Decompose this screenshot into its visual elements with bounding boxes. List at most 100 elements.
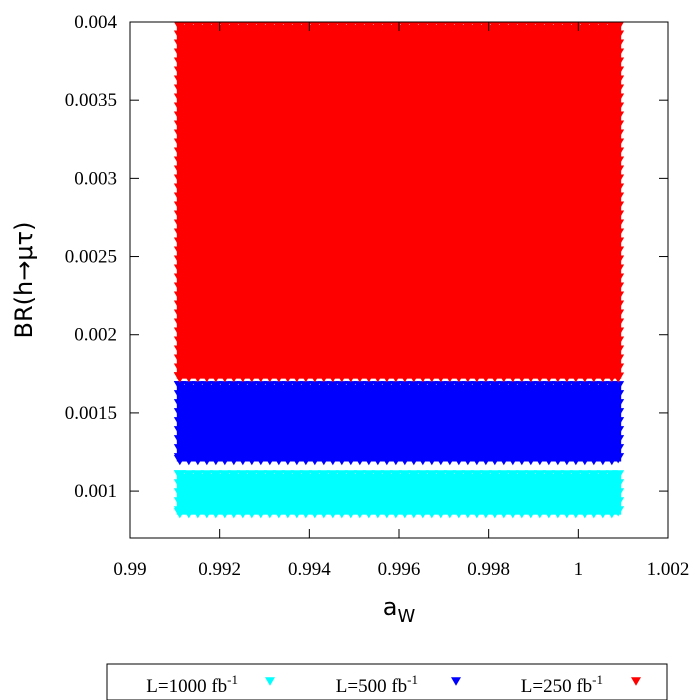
- data-point: [470, 455, 483, 466]
- data-point: [263, 455, 276, 466]
- data-point: [435, 22, 447, 32]
- data-point: [299, 372, 312, 383]
- data-point: [525, 22, 537, 32]
- data-point: [506, 508, 519, 519]
- data-point: [612, 453, 625, 464]
- data-point: [479, 470, 492, 481]
- data-point: [218, 381, 231, 392]
- data-point: [272, 455, 285, 466]
- data-point: [612, 66, 625, 77]
- data-point: [399, 22, 411, 32]
- data-point: [227, 455, 240, 466]
- data-point: [327, 22, 339, 32]
- data-point: [353, 381, 366, 392]
- data-point: [569, 381, 582, 392]
- legend-label: L=1000 fb-1: [146, 672, 238, 697]
- data-point: [497, 508, 510, 519]
- data-point: [612, 336, 625, 347]
- data-point: [389, 455, 402, 466]
- data-point: [380, 455, 393, 466]
- data-point: [612, 165, 625, 176]
- data-point: [273, 22, 285, 32]
- data-point: [173, 470, 186, 481]
- data-point: [173, 488, 186, 499]
- data-point: [597, 22, 609, 32]
- data-point: [182, 372, 195, 383]
- data-point: [173, 228, 186, 239]
- data-point: [245, 372, 258, 383]
- data-point: [612, 497, 625, 508]
- data-point: [443, 508, 456, 519]
- data-point: [534, 22, 546, 32]
- data-point: [200, 381, 213, 392]
- data-point: [372, 22, 384, 32]
- data-point: [452, 508, 465, 519]
- data-point: [200, 470, 213, 481]
- data-point: [612, 111, 625, 122]
- data-point: [326, 508, 339, 519]
- data-point: [299, 508, 312, 519]
- data-point: [560, 455, 573, 466]
- data-point: [308, 381, 321, 392]
- data-point: [218, 508, 231, 519]
- data-point: [344, 470, 357, 481]
- data-point: [272, 372, 285, 383]
- series-band-1: [176, 384, 622, 462]
- data-point: [299, 470, 312, 481]
- data-point: [308, 508, 321, 519]
- data-point: [398, 372, 411, 383]
- data-point: [173, 453, 186, 464]
- data-point: [612, 417, 625, 428]
- data-point: [612, 30, 625, 41]
- data-point: [218, 372, 231, 383]
- data-point: [344, 508, 357, 519]
- data-point: [542, 508, 555, 519]
- data-point: [381, 22, 393, 32]
- data-point: [470, 508, 483, 519]
- data-point: [371, 455, 384, 466]
- data-point: [200, 455, 213, 466]
- data-point: [236, 381, 249, 392]
- data-point: [326, 372, 339, 383]
- x-axis-title: aW: [383, 593, 416, 627]
- data-point: [596, 470, 609, 481]
- data-point: [551, 508, 564, 519]
- data-point: [173, 93, 186, 104]
- data-point: [453, 22, 465, 32]
- data-point: [488, 470, 501, 481]
- data-point: [416, 372, 429, 383]
- data-point: [612, 282, 625, 293]
- data-point: [612, 363, 625, 374]
- data-point: [282, 22, 294, 32]
- data-point: [612, 470, 625, 481]
- data-point: [612, 75, 625, 86]
- data-point: [479, 372, 492, 383]
- data-point: [191, 381, 204, 392]
- data-point: [182, 455, 195, 466]
- x-tick-label: 0.998: [467, 559, 510, 580]
- data-point: [461, 372, 474, 383]
- data-point: [578, 508, 591, 519]
- data-point: [182, 470, 195, 481]
- data-point: [434, 470, 447, 481]
- data-point: [173, 39, 186, 50]
- data-point: [542, 470, 555, 481]
- data-point: [612, 84, 625, 95]
- data-point: [524, 372, 537, 383]
- data-point: [173, 435, 186, 446]
- data-point: [417, 22, 429, 32]
- data-point: [443, 470, 456, 481]
- data-point: [173, 57, 186, 68]
- data-point: [290, 508, 303, 519]
- data-point: [371, 470, 384, 481]
- data-point: [444, 22, 456, 32]
- y-tick-label: 0.002: [74, 325, 117, 346]
- data-point: [612, 435, 625, 446]
- data-point: [227, 470, 240, 481]
- data-point: [612, 300, 625, 311]
- data-point: [461, 470, 474, 481]
- data-point: [612, 57, 625, 68]
- data-point: [291, 22, 303, 32]
- data-point: [173, 111, 186, 122]
- legend-box: [106, 663, 668, 700]
